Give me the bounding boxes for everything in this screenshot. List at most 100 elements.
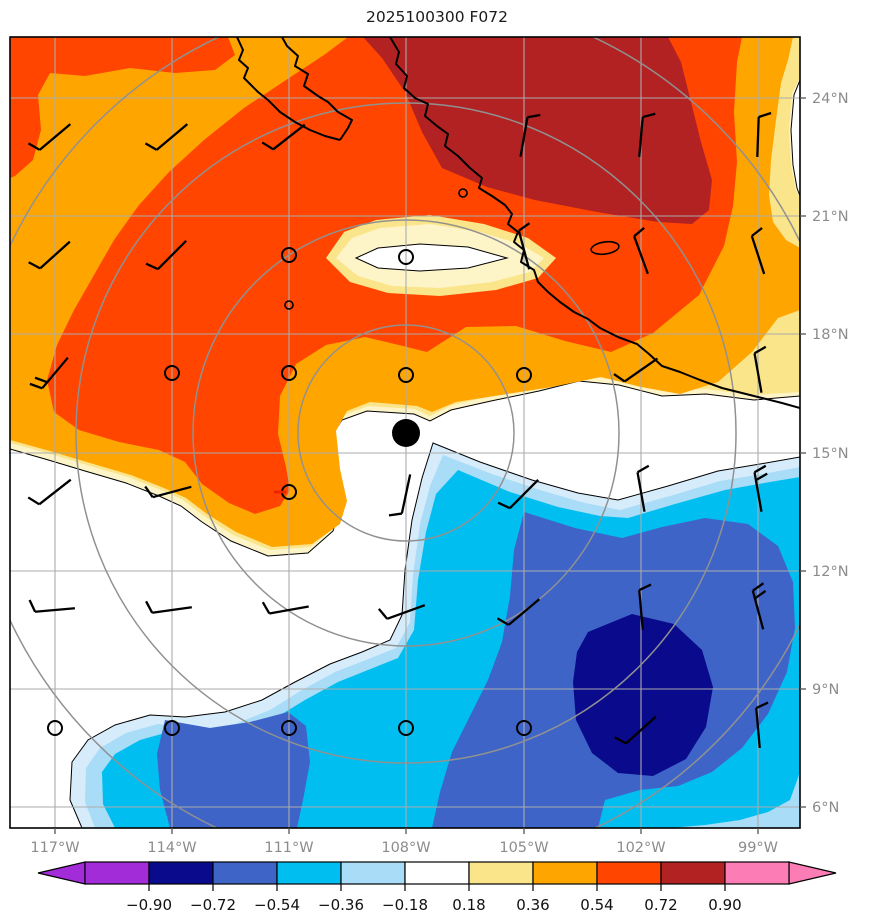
colorbar-segment (724, 861, 790, 885)
colorbar-tick-label: 0.72 (644, 896, 677, 914)
colorbar-tick-label: 0.36 (516, 896, 549, 914)
wind-barb-shaft (638, 589, 644, 631)
colorbar-segment (212, 861, 278, 885)
wind-barb-feather (496, 617, 510, 626)
wind-barb (753, 345, 767, 393)
wind-barb-shaft (39, 240, 71, 270)
contour-region-lens-white (354, 243, 509, 272)
wind-barb-feather (638, 583, 652, 592)
wind-barb-shaft (636, 472, 646, 512)
mainland-mexico-coast (389, 37, 800, 409)
calm-wind-circle (398, 367, 414, 383)
colorbar-tick-label: −0.18 (382, 896, 428, 914)
colorbar-tick-label: −0.54 (254, 896, 300, 914)
wind-barb-shaft (269, 605, 309, 615)
colorbar-tick-label: 0.90 (708, 896, 741, 914)
wind-barb-shaft (750, 235, 766, 275)
range-ring (297, 324, 515, 542)
wind-barb-feather (755, 701, 769, 710)
wind-barb-shaft (155, 123, 189, 151)
wind-barb-feather (614, 736, 627, 745)
wind-barb-shaft (272, 123, 306, 151)
colorbar-segment (404, 861, 470, 885)
wind-barb-feather (27, 496, 40, 506)
x-axis-tick-label: 108°W (381, 840, 430, 856)
wind-barb-shaft (519, 117, 529, 157)
colorbar-segment (148, 861, 214, 885)
wind-barb (29, 356, 69, 390)
y-axis-tick-label: 15°N (812, 446, 849, 462)
wind-barb-feather (261, 141, 274, 151)
wind-barb-shaft (753, 472, 763, 512)
y-axis-tick-label: 6°N (812, 800, 839, 816)
wind-barb-feather (388, 512, 403, 517)
wind-barb-feather (144, 485, 154, 498)
wind-barb-feather (636, 464, 650, 474)
colorbar-segment (276, 861, 342, 885)
wind-barb-shaft (755, 707, 761, 749)
wind-barb-feather (758, 111, 772, 119)
closed-contour-loop (590, 240, 620, 256)
wind-barb-shaft (638, 116, 644, 158)
wind-barb (496, 598, 541, 626)
wind-barb-feather (753, 464, 767, 474)
wind-barb-shaft (623, 357, 659, 383)
range-ring (192, 219, 620, 647)
calm-wind-circle (281, 247, 297, 263)
wind-barb-shaft (34, 607, 76, 613)
island-outline (284, 300, 294, 310)
wind-barb (145, 240, 187, 271)
wind-barb (753, 464, 768, 512)
wind-barb (750, 227, 766, 275)
wind-barb (145, 600, 192, 614)
colorbar: −0.90 −0.72 −0.54 −0.36 −0.18 0.18 0.36 0.54 0.7… (37, 861, 837, 914)
wind-barb-feather (261, 601, 271, 615)
colorbar-segment (596, 861, 662, 885)
wind-barb (613, 357, 659, 383)
calm-wind-circle (398, 720, 414, 736)
wind-barb-feather (633, 226, 645, 238)
wind-barb (27, 478, 72, 506)
calm-wind-circle (398, 249, 414, 265)
wind-barb (755, 701, 769, 749)
wind-barb (144, 485, 192, 499)
wind-barb-feather (751, 227, 763, 237)
wind-barb (497, 479, 539, 510)
graticule (10, 37, 800, 828)
colorbar-segment (340, 861, 406, 885)
wind-barb-shaft (507, 598, 541, 626)
colorbar-segment (468, 861, 534, 885)
colorbar-under-arrow (37, 861, 86, 885)
wind-barb-shaft (633, 235, 649, 275)
contour-region-warm-band-054-nw-strip (10, 37, 235, 178)
wind-barb-feather (497, 501, 511, 510)
wind-barb-shaft (509, 479, 539, 509)
wind-barb-feather (28, 599, 37, 613)
colorbar-over-arrow (788, 861, 837, 885)
wind-barb-shaft (38, 478, 72, 506)
wind-barb-feather (527, 113, 541, 119)
calm-wind-circle (164, 720, 180, 736)
colorbar-tick-label: 0.54 (580, 896, 613, 914)
calm-wind-circle (281, 720, 297, 736)
wind-barb (261, 123, 306, 151)
wind-barb-feather (29, 382, 43, 390)
x-axis-tick-label: 105°W (499, 840, 548, 856)
x-axis-tick-label: 111°W (264, 840, 313, 856)
wind-barb-shaft (41, 356, 69, 390)
wind-barb-shaft (157, 240, 187, 270)
colorbar-tick-label: −0.72 (190, 896, 236, 914)
wind-barb (261, 601, 309, 615)
wind-barb (377, 604, 426, 620)
plot-frame (9, 36, 801, 829)
wind-barb (756, 111, 772, 158)
wind-barb-feather (613, 373, 626, 383)
x-axis-tick-label: 114°W (147, 840, 196, 856)
y-axis-tick-label: 24°N (812, 91, 849, 107)
y-axis-tick-label: 9°N (812, 682, 839, 698)
wind-barb-feather (754, 590, 767, 600)
x-axis-tick-label: 117°W (30, 840, 79, 856)
wind-barb-feather (145, 262, 159, 271)
wind-barb-shaft (38, 123, 72, 151)
